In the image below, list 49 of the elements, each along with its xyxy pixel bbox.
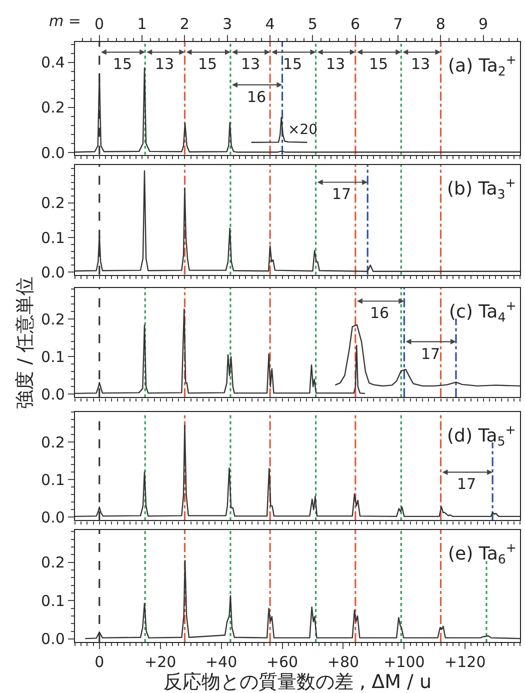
x2-tick-label: 6	[350, 15, 360, 33]
annotation: 15	[198, 55, 218, 73]
y-tick-label: 0.1	[41, 470, 65, 489]
x2-tick-label: 2	[180, 15, 190, 33]
x2-tick-label: 7	[393, 15, 403, 33]
x-tick-label: +20	[144, 653, 176, 672]
y-tick-label: 0.0	[41, 385, 65, 404]
annotation: 15	[283, 55, 302, 73]
x-tick-label: +40	[205, 653, 238, 672]
y-tick-label: 0.2	[41, 98, 65, 117]
y-tick-label: 0.0	[41, 263, 65, 282]
annotation: 17	[421, 345, 440, 363]
x-tick-label: +120	[444, 653, 486, 672]
y-axis-title: 強度 / 任意単位	[14, 276, 36, 409]
y-tick-label: 0.0	[41, 630, 65, 648]
x2-tick-label: 1	[137, 15, 147, 33]
y-tick-label: 0.2	[41, 194, 65, 212]
x2-tick-label: 4	[265, 15, 275, 33]
y-tick-label: 0.4	[41, 54, 65, 72]
y-tick-label: 0.0	[41, 144, 65, 162]
annotation: 13	[326, 55, 346, 73]
x2-tick-label: 8	[436, 15, 446, 33]
y-tick-label: 0.2	[41, 433, 65, 452]
y-tick-label: 0.1	[41, 228, 65, 247]
x2-tick-label: 5	[308, 15, 318, 33]
x-axis-title: 反応物との質量数の差 , ΔM / u	[163, 671, 432, 693]
x-tick-label: +60	[266, 653, 298, 672]
x2-axis-title: m =	[49, 12, 81, 30]
x-tick-label: 0	[94, 653, 104, 672]
y-tick-label: 0.0	[41, 508, 65, 526]
annotation: 13	[155, 55, 174, 73]
x2-tick-label: 3	[222, 15, 232, 33]
annotation: 16	[247, 88, 266, 106]
x-tick-label: +100	[384, 653, 425, 672]
annotation: 15	[369, 55, 388, 73]
annotation: 13	[411, 55, 430, 73]
annotation: 13	[241, 55, 260, 73]
y-tick-label: 0.2	[41, 310, 65, 328]
x2-tick-label: 9	[478, 15, 488, 33]
annotation: 17	[457, 475, 476, 493]
y-tick-label: 0.2	[41, 554, 65, 572]
annotation: ×20	[288, 122, 318, 138]
annotation: 17	[332, 185, 352, 203]
x-tick-label: +80	[327, 653, 360, 672]
y-tick-label: 0.1	[41, 592, 65, 610]
y-tick-label: 0.1	[41, 348, 65, 366]
annotation: 16	[370, 304, 390, 322]
x2-tick-label: 0	[94, 15, 104, 33]
annotation: 15	[113, 55, 132, 73]
